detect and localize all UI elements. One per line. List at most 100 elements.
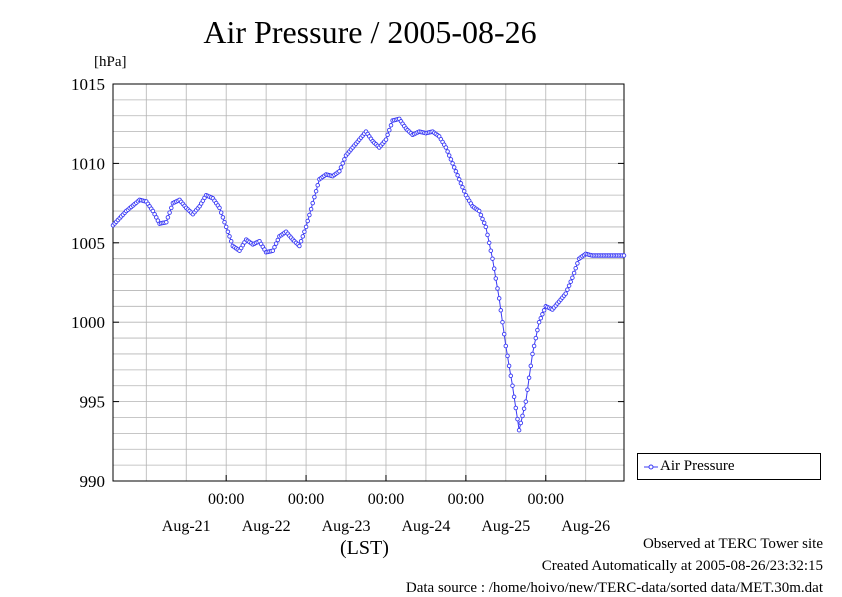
data-point (303, 224, 309, 230)
footer-created: Created Automatically at 2005-08-26/23:3… (541, 558, 823, 574)
data-point (530, 351, 535, 357)
data-point (500, 319, 505, 325)
data-point (453, 169, 459, 174)
data-point (506, 363, 512, 369)
data-point (501, 331, 507, 337)
data-point (495, 286, 500, 291)
data-point (340, 161, 345, 166)
data-point (451, 165, 457, 170)
data-point (217, 205, 222, 211)
y-tick-label: 1000 (71, 313, 105, 332)
data-point (518, 420, 524, 426)
data-point (342, 157, 347, 162)
x-tick-label: 00:00 (208, 491, 244, 508)
plot-frame (112, 83, 625, 482)
data-point (573, 265, 578, 271)
data-point (536, 319, 542, 325)
data-point (385, 132, 390, 138)
data-point (510, 383, 515, 388)
axis-layer (112, 83, 625, 482)
data-point (315, 182, 320, 188)
data-point (338, 165, 344, 170)
data-point (565, 287, 570, 292)
data-point (275, 237, 281, 243)
data-point (526, 375, 532, 381)
data-point (220, 215, 226, 220)
data-point (508, 373, 514, 379)
data-point (476, 208, 482, 214)
data-point (165, 215, 171, 220)
data-point (228, 238, 234, 244)
data-point (531, 343, 537, 349)
data-point (486, 240, 492, 246)
data-point (503, 343, 509, 349)
data-point (445, 149, 450, 154)
footer-data-source: Data source : /home/hoivo/new/TERC-data/… (405, 580, 823, 596)
data-point (498, 308, 504, 313)
x-tick-label: 00:00 (368, 491, 404, 508)
data-point (456, 177, 462, 182)
data-point (387, 127, 392, 133)
data-point (525, 387, 530, 392)
data-point (305, 218, 310, 224)
data-point (218, 210, 224, 215)
data-point (513, 405, 519, 411)
data-point (298, 238, 304, 244)
data-point (481, 220, 487, 226)
legend-label: Air Pressure (660, 458, 735, 474)
data-point (575, 261, 580, 266)
x-day-label: Aug-26 (561, 518, 610, 535)
data-point (227, 234, 232, 239)
data-point (570, 275, 575, 280)
data-point (493, 276, 499, 281)
data-point (460, 184, 465, 190)
data-point (222, 219, 227, 225)
data-point (533, 335, 539, 341)
data-point (480, 216, 485, 222)
legend: Air Pressure (637, 453, 821, 480)
data-point (571, 270, 577, 276)
data-point (535, 327, 540, 333)
data-point (169, 205, 174, 211)
x-axis-label: (LST) (340, 537, 389, 559)
data-point (272, 244, 277, 250)
y-tick-label: 1015 (71, 75, 105, 94)
data-point (505, 353, 510, 359)
data-point (225, 229, 231, 234)
x-day-label: Aug-23 (322, 518, 371, 535)
y-tick-label: 1005 (71, 234, 105, 253)
data-point (446, 153, 452, 158)
data-point (566, 283, 572, 288)
data-point (538, 315, 544, 321)
data-point (496, 296, 502, 301)
x-day-label: Aug-25 (481, 518, 530, 535)
data-point (515, 416, 520, 422)
data-point (461, 188, 467, 194)
data-point (490, 256, 495, 261)
data-point (541, 308, 547, 313)
x-tick-label: 00:00 (528, 491, 564, 508)
data-point (164, 219, 169, 225)
data-point (621, 253, 627, 258)
chart-title: Air Pressure / 2005-08-26 (203, 14, 537, 50)
data-point (167, 210, 172, 215)
data-point (491, 266, 497, 271)
footer-observed: Observed at TERC Tower site (642, 536, 823, 552)
data-point (450, 161, 455, 166)
data-point (455, 173, 460, 178)
data-point (516, 427, 522, 433)
x-day-label: Aug-21 (162, 518, 211, 535)
data-point (523, 399, 529, 404)
data-point (310, 200, 315, 206)
series-layer (110, 116, 627, 433)
data-point (521, 406, 527, 411)
data-point (528, 363, 534, 369)
data-point (308, 206, 314, 212)
data-point (488, 248, 494, 253)
data-point (540, 312, 545, 317)
data-point (300, 234, 306, 239)
data-point (511, 394, 517, 400)
data-point (563, 291, 568, 296)
data-point (388, 123, 394, 128)
data-point (302, 229, 307, 234)
